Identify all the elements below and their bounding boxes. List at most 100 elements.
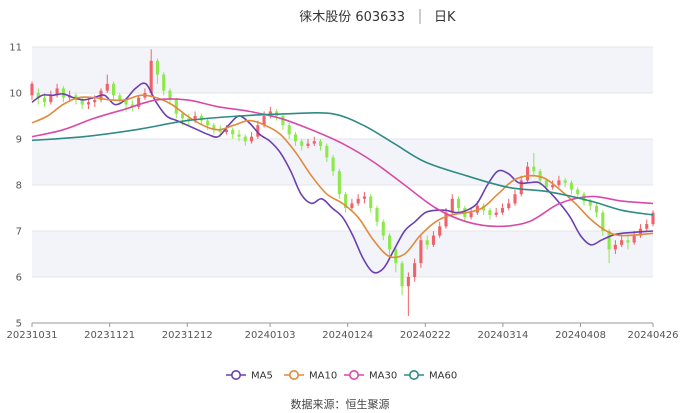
candle-body: [30, 83, 34, 96]
candle: [36, 88, 40, 105]
candle-body: [500, 208, 505, 213]
candle: [381, 219, 385, 241]
x-tick-label: 20240426: [628, 330, 679, 341]
candle: [569, 180, 574, 195]
candle-body: [413, 263, 417, 277]
candle-body: [620, 240, 624, 245]
candle-body: [111, 83, 116, 96]
ma-line-ma60: [31, 111, 654, 216]
legend-label: MA60: [429, 371, 457, 382]
plot-band: [32, 231, 653, 277]
candle: [243, 134, 247, 146]
candle-body: [419, 240, 423, 264]
candle: [613, 240, 617, 254]
y-tick-label: 9: [16, 135, 22, 146]
candle: [469, 208, 473, 220]
candle-body: [105, 83, 109, 91]
candle: [149, 49, 153, 96]
candle: [394, 247, 398, 273]
plot-area: [32, 47, 653, 277]
candle: [507, 198, 511, 211]
moving-average-lines: [31, 82, 654, 274]
candle: [168, 88, 172, 105]
candle-body: [287, 125, 291, 135]
candle-body: [206, 120, 210, 126]
candle: [563, 178, 567, 188]
candle: [482, 203, 486, 215]
candle-body: [601, 212, 605, 231]
candle-body: [456, 198, 461, 208]
candle: [337, 168, 341, 199]
candle-body: [281, 116, 285, 126]
candle: [425, 235, 429, 250]
ma-line-ma5: [31, 82, 654, 274]
candle: [601, 210, 605, 236]
candle-body: [130, 104, 134, 107]
y-axis: 5 6 7 8 9 10 11: [9, 43, 22, 330]
candle-body: [538, 171, 542, 181]
candle: [419, 235, 423, 268]
candle-body: [494, 212, 498, 215]
candle: [350, 198, 354, 211]
candle: [312, 136, 316, 146]
candle-body: [249, 136, 254, 142]
candle-body: [431, 235, 436, 245]
candle: [444, 208, 448, 229]
candle: [594, 203, 599, 218]
candle: [519, 175, 523, 197]
candle-body: [49, 95, 53, 103]
candle-body: [369, 196, 373, 208]
candle: [331, 155, 335, 176]
candle: [137, 95, 141, 110]
candle: [287, 122, 291, 139]
x-tick-label: 20240103: [245, 330, 296, 341]
x-tick-label: 20240408: [555, 330, 606, 341]
candle-body: [563, 180, 567, 183]
legend-item-ma10: MA10: [284, 369, 337, 382]
candle-body: [645, 224, 649, 229]
candle: [488, 208, 492, 220]
candle-body: [300, 141, 304, 146]
ma-line-ma10: [31, 94, 654, 259]
candle: [513, 189, 517, 206]
candle-body: [438, 226, 442, 236]
candle-body: [124, 99, 128, 105]
candle: [318, 139, 323, 151]
candle-body: [544, 180, 548, 188]
candle-body: [149, 60, 153, 93]
candle-body: [344, 194, 348, 208]
candle: [325, 143, 329, 162]
candle: [400, 260, 404, 296]
candle-body: [80, 99, 84, 105]
candle-body: [168, 90, 172, 100]
chart-title: 徕木股份 603633 日K: [299, 9, 456, 25]
candle: [49, 90, 53, 105]
candle: [105, 74, 109, 93]
candle: [387, 233, 392, 259]
x-tick-label: 20240314: [477, 330, 528, 341]
plot-band: [32, 47, 653, 93]
candle: [155, 58, 160, 84]
legend-label: MA30: [369, 371, 397, 382]
legend: MA5 MA10 MA30 MA60: [226, 369, 457, 382]
candle: [369, 194, 373, 213]
candle: [494, 208, 498, 218]
candle: [306, 139, 310, 149]
candle: [645, 219, 649, 231]
candle: [576, 187, 580, 199]
legend-marker: [348, 369, 359, 380]
candle-body: [193, 116, 197, 121]
candle-body: [36, 93, 40, 98]
candle-body: [532, 166, 536, 172]
y-tick-label: 5: [16, 319, 22, 330]
legend-marker: [288, 369, 299, 380]
y-tick-label: 6: [16, 273, 22, 284]
candle: [438, 221, 442, 238]
candle: [500, 203, 505, 215]
candle-body: [180, 113, 185, 119]
candle-body: [387, 235, 392, 250]
data-source: 数据来源：恒生聚源: [291, 397, 390, 411]
candle-body: [162, 74, 166, 91]
candle-body: [118, 95, 122, 100]
candle-body: [469, 212, 473, 218]
